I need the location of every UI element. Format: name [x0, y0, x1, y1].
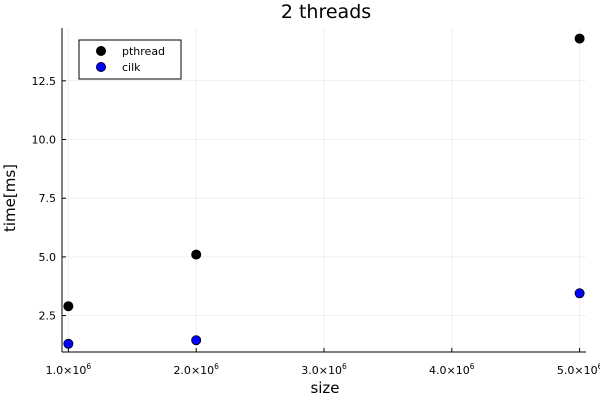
x-tick-exponent: 6 — [598, 362, 600, 371]
x-tick-base: ×10 — [63, 364, 86, 377]
legend-marker-pthread — [96, 46, 107, 57]
x-tick-label: 3.0×106 — [301, 362, 347, 377]
x-tick-base: ×10 — [447, 364, 470, 377]
data-points — [63, 33, 585, 349]
x-tick-exponent: 6 — [470, 362, 475, 371]
x-tick-mantissa: 4.0 — [429, 364, 447, 377]
legend-marker-cilk — [96, 62, 107, 73]
x-tick-label: 4.0×106 — [429, 362, 475, 377]
x-tick-mantissa: 5.0 — [557, 364, 575, 377]
x-tick-base: ×10 — [574, 364, 597, 377]
grid-lines — [62, 28, 586, 352]
x-axis-label: size — [310, 379, 339, 397]
legend-box — [78, 39, 182, 80]
data-point-cilk — [191, 335, 202, 346]
x-tick-mantissa: 3.0 — [301, 364, 319, 377]
x-tick-base: ×10 — [319, 364, 342, 377]
x-tick-exponent: 6 — [86, 362, 91, 371]
x-tick-exponent: 6 — [342, 362, 347, 371]
data-point-cilk — [63, 338, 74, 349]
x-tick-exponent: 6 — [214, 362, 219, 371]
x-tick-label: 5.0×106 — [557, 362, 600, 377]
y-tick-label: 2.5 — [39, 310, 57, 323]
y-tick-label: 7.5 — [39, 192, 57, 205]
y-tick-label: 12.5 — [32, 75, 57, 88]
y-tick-label: 10.0 — [32, 134, 57, 147]
y-ticks: 2.5 5.0 7.5 10.0 12.5 — [32, 75, 66, 323]
y-axis-label: time[ms] — [1, 164, 19, 232]
legend-label-cilk: cilk — [122, 61, 141, 74]
y-tick-label: 5.0 — [39, 251, 57, 264]
x-tick-label: 2.0×106 — [173, 362, 219, 377]
chart-title: 2 threads — [281, 1, 371, 23]
legend: pthread cilk — [78, 39, 182, 80]
x-tick-mantissa: 1.0 — [46, 364, 64, 377]
data-point-cilk — [574, 288, 585, 299]
legend-label-pthread: pthread — [122, 45, 165, 58]
x-tick-base: ×10 — [191, 364, 214, 377]
data-point-pthread — [63, 301, 74, 312]
data-point-pthread — [191, 249, 202, 260]
data-point-pthread — [574, 33, 585, 44]
x-tick-label: 1.0×106 — [46, 362, 92, 377]
x-tick-mantissa: 2.0 — [173, 364, 191, 377]
x-ticks: 1.0×106 2.0×106 3.0×106 4.0×106 5.0×106 — [46, 348, 600, 377]
